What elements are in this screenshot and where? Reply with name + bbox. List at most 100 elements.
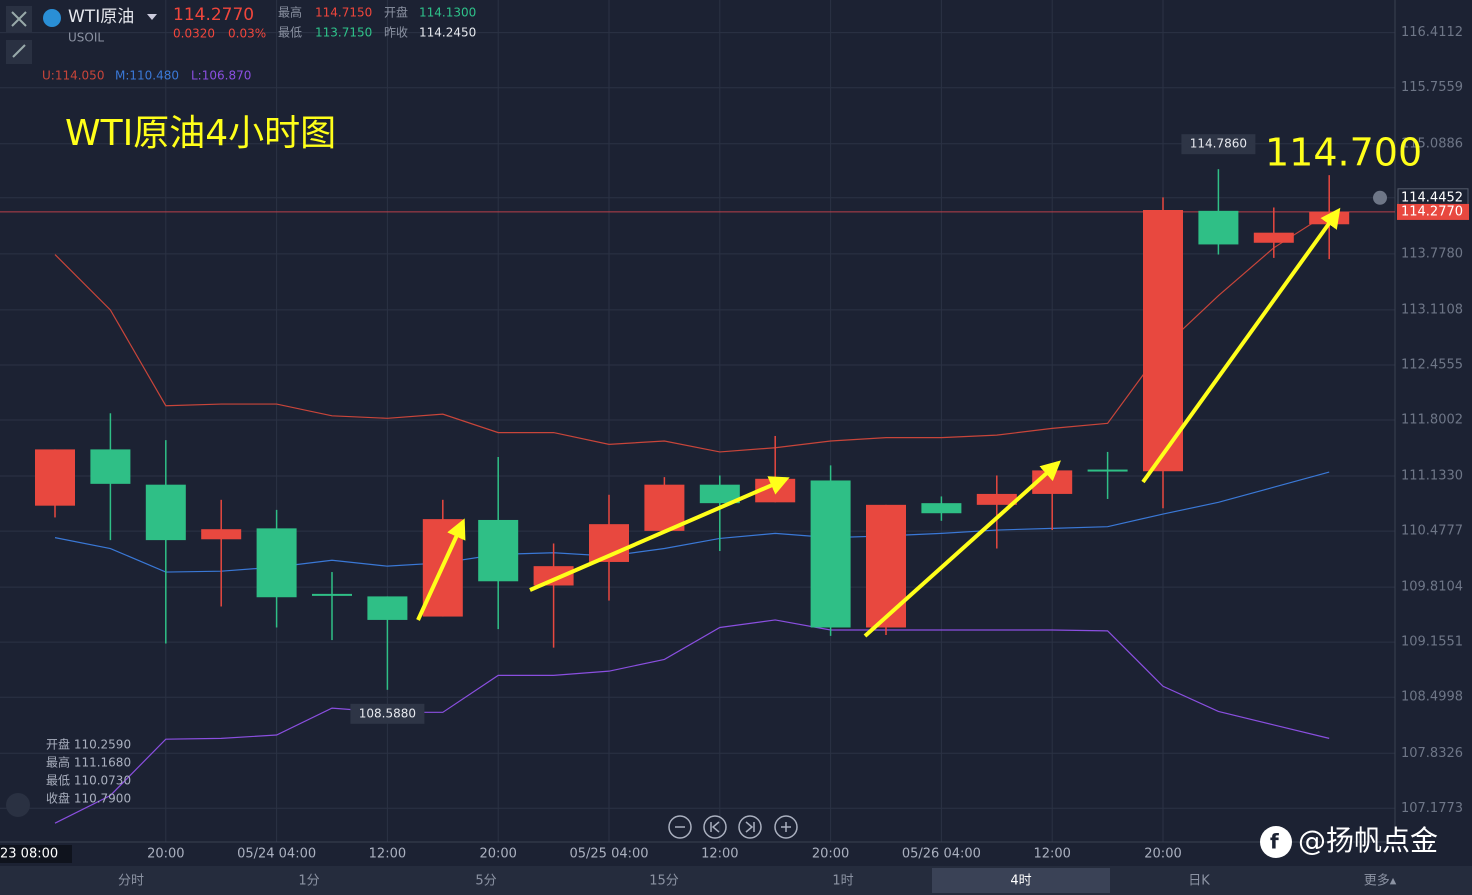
stat-label: 昨收 (384, 26, 408, 40)
y-tick-label: 108.4998 (1401, 690, 1463, 705)
dropdown-icon[interactable] (147, 14, 157, 20)
stat-label: 开盘 (384, 5, 408, 20)
band-line (54, 212, 1330, 453)
x-tick-label: 05/24 04:00 (237, 847, 316, 862)
current-price-label: 114.2770 (1401, 204, 1463, 219)
x-tick-label: 20:00 (479, 847, 516, 862)
zoom-out-button[interactable] (668, 815, 692, 839)
timeframe-tab[interactable]: 15分 (649, 874, 679, 889)
timeframe-bar (0, 866, 1472, 895)
candle-body (866, 504, 906, 628)
timeframe-tab[interactable]: 分时 (118, 874, 144, 889)
candle-body (367, 596, 408, 620)
close-button[interactable] (6, 6, 32, 32)
zoom-in-button[interactable] (774, 815, 798, 839)
stat-label: 最低 (278, 26, 302, 40)
candle-body (312, 593, 352, 596)
y-tick-label: 109.8104 (1401, 580, 1463, 595)
candle-body (1198, 210, 1239, 245)
current-price-box (1397, 203, 1469, 220)
watermark-text: @扬帆点金 (1298, 824, 1438, 857)
candle-body (976, 493, 1017, 505)
band-legend: L:106.870 (191, 69, 251, 83)
band-line (54, 619, 1330, 824)
candle-body (533, 566, 574, 586)
y-tick-label: 115.7559 (1401, 80, 1463, 95)
candle-body (1143, 210, 1183, 472)
info-line: 收盘 110.7900 (46, 791, 131, 806)
y-tick-label: 110.4777 (1401, 524, 1463, 539)
candle-body (921, 503, 962, 514)
selected-tab-bg (932, 868, 1110, 893)
y-tick-label: 111.8002 (1401, 412, 1463, 427)
candle-body (1087, 469, 1128, 472)
x-tick-label: 12:00 (369, 847, 406, 862)
candle-body (478, 519, 519, 582)
crosshair-time: 23 08:00 (0, 847, 58, 862)
timeframe-tab[interactable]: 4时 (1010, 874, 1031, 889)
x-tick-label: 20:00 (147, 847, 184, 862)
timeframe-tab[interactable]: 1分 (298, 874, 319, 889)
x-tick-label: 20:00 (1144, 847, 1181, 862)
crosshair-time-box (0, 845, 72, 863)
y-tick-label: 111.1330 (1401, 469, 1463, 484)
band-legend: U:114.050 (42, 69, 104, 83)
stat-value: 113.7150 (315, 26, 372, 40)
symbol-code: USOIL (68, 31, 104, 45)
band-legend: M:110.480 (115, 69, 179, 83)
candle-body (699, 484, 740, 504)
x-tick-label: 20:00 (812, 847, 849, 862)
y-tick-label: 112.4555 (1401, 357, 1463, 372)
last-price: 114.2770 (173, 5, 254, 25)
candle-body (1253, 232, 1294, 243)
y-tick-label: 109.1551 (1401, 635, 1463, 650)
info-line: 最高 111.1680 (46, 755, 131, 770)
price-change: 0.0320 (173, 27, 215, 41)
watermark: f @扬帆点金 (1260, 824, 1438, 858)
shrink-button[interactable] (6, 40, 32, 64)
timeframe-tab[interactable]: 5分 (475, 874, 496, 889)
price-change-pct: 0.03% (228, 27, 266, 41)
high-label-box (1181, 134, 1256, 155)
y-tick-label: 116.4112 (1401, 25, 1463, 40)
x-tick-label: 05/25 04:00 (569, 847, 648, 862)
candle-body (256, 528, 297, 598)
y-tick-label: 115.0886 (1401, 136, 1463, 151)
low-label-box (350, 703, 425, 724)
x-tick-label: 05/26 04:00 (902, 847, 981, 862)
timeframe-tab[interactable]: 日K (1188, 874, 1210, 889)
info-line: 最低 110.0730 (46, 774, 131, 788)
symbol[interactable]: WTI原油 (68, 7, 134, 27)
info-line: 开盘 110.2590 (46, 737, 131, 752)
y-tick-label: 114.4452 (1401, 190, 1463, 205)
candle-body (90, 449, 131, 484)
annotation: 114.700 (1265, 131, 1422, 175)
alert-icon[interactable] (1373, 190, 1387, 205)
candle-body (35, 449, 75, 506)
y-tick-label: 107.1773 (1401, 801, 1463, 816)
stat-value: 114.2450 (419, 26, 476, 40)
end-button[interactable] (738, 815, 762, 839)
y-tick-label: 113.1108 (1401, 302, 1463, 317)
low-label: 108.5880 (359, 706, 416, 720)
x-tick-label: 12:00 (701, 847, 738, 862)
y-tick-label: 113.7780 (1401, 246, 1463, 261)
indicator-button[interactable] (6, 793, 30, 817)
x-tick-label: 12:00 (1033, 847, 1070, 862)
watermark-logo: f (1270, 830, 1279, 854)
candle-body (644, 484, 685, 531)
stat-label: 最高 (278, 5, 302, 20)
candle-body (145, 484, 186, 541)
y-tick-label: 107.8326 (1401, 746, 1463, 761)
candle-body (201, 529, 242, 540)
stat-value: 114.1300 (419, 6, 476, 20)
symbol-logo (43, 9, 61, 27)
candle-body (810, 480, 851, 628)
start-button[interactable] (703, 815, 727, 839)
timeframe-tab[interactable]: 1时 (832, 874, 853, 889)
high-label: 114.7860 (1190, 137, 1247, 151)
stat-value: 114.7150 (315, 6, 372, 20)
timeframe-tab[interactable]: 更多▴ (1364, 873, 1397, 889)
chart-title: WTI原油4小时图 (65, 113, 336, 154)
